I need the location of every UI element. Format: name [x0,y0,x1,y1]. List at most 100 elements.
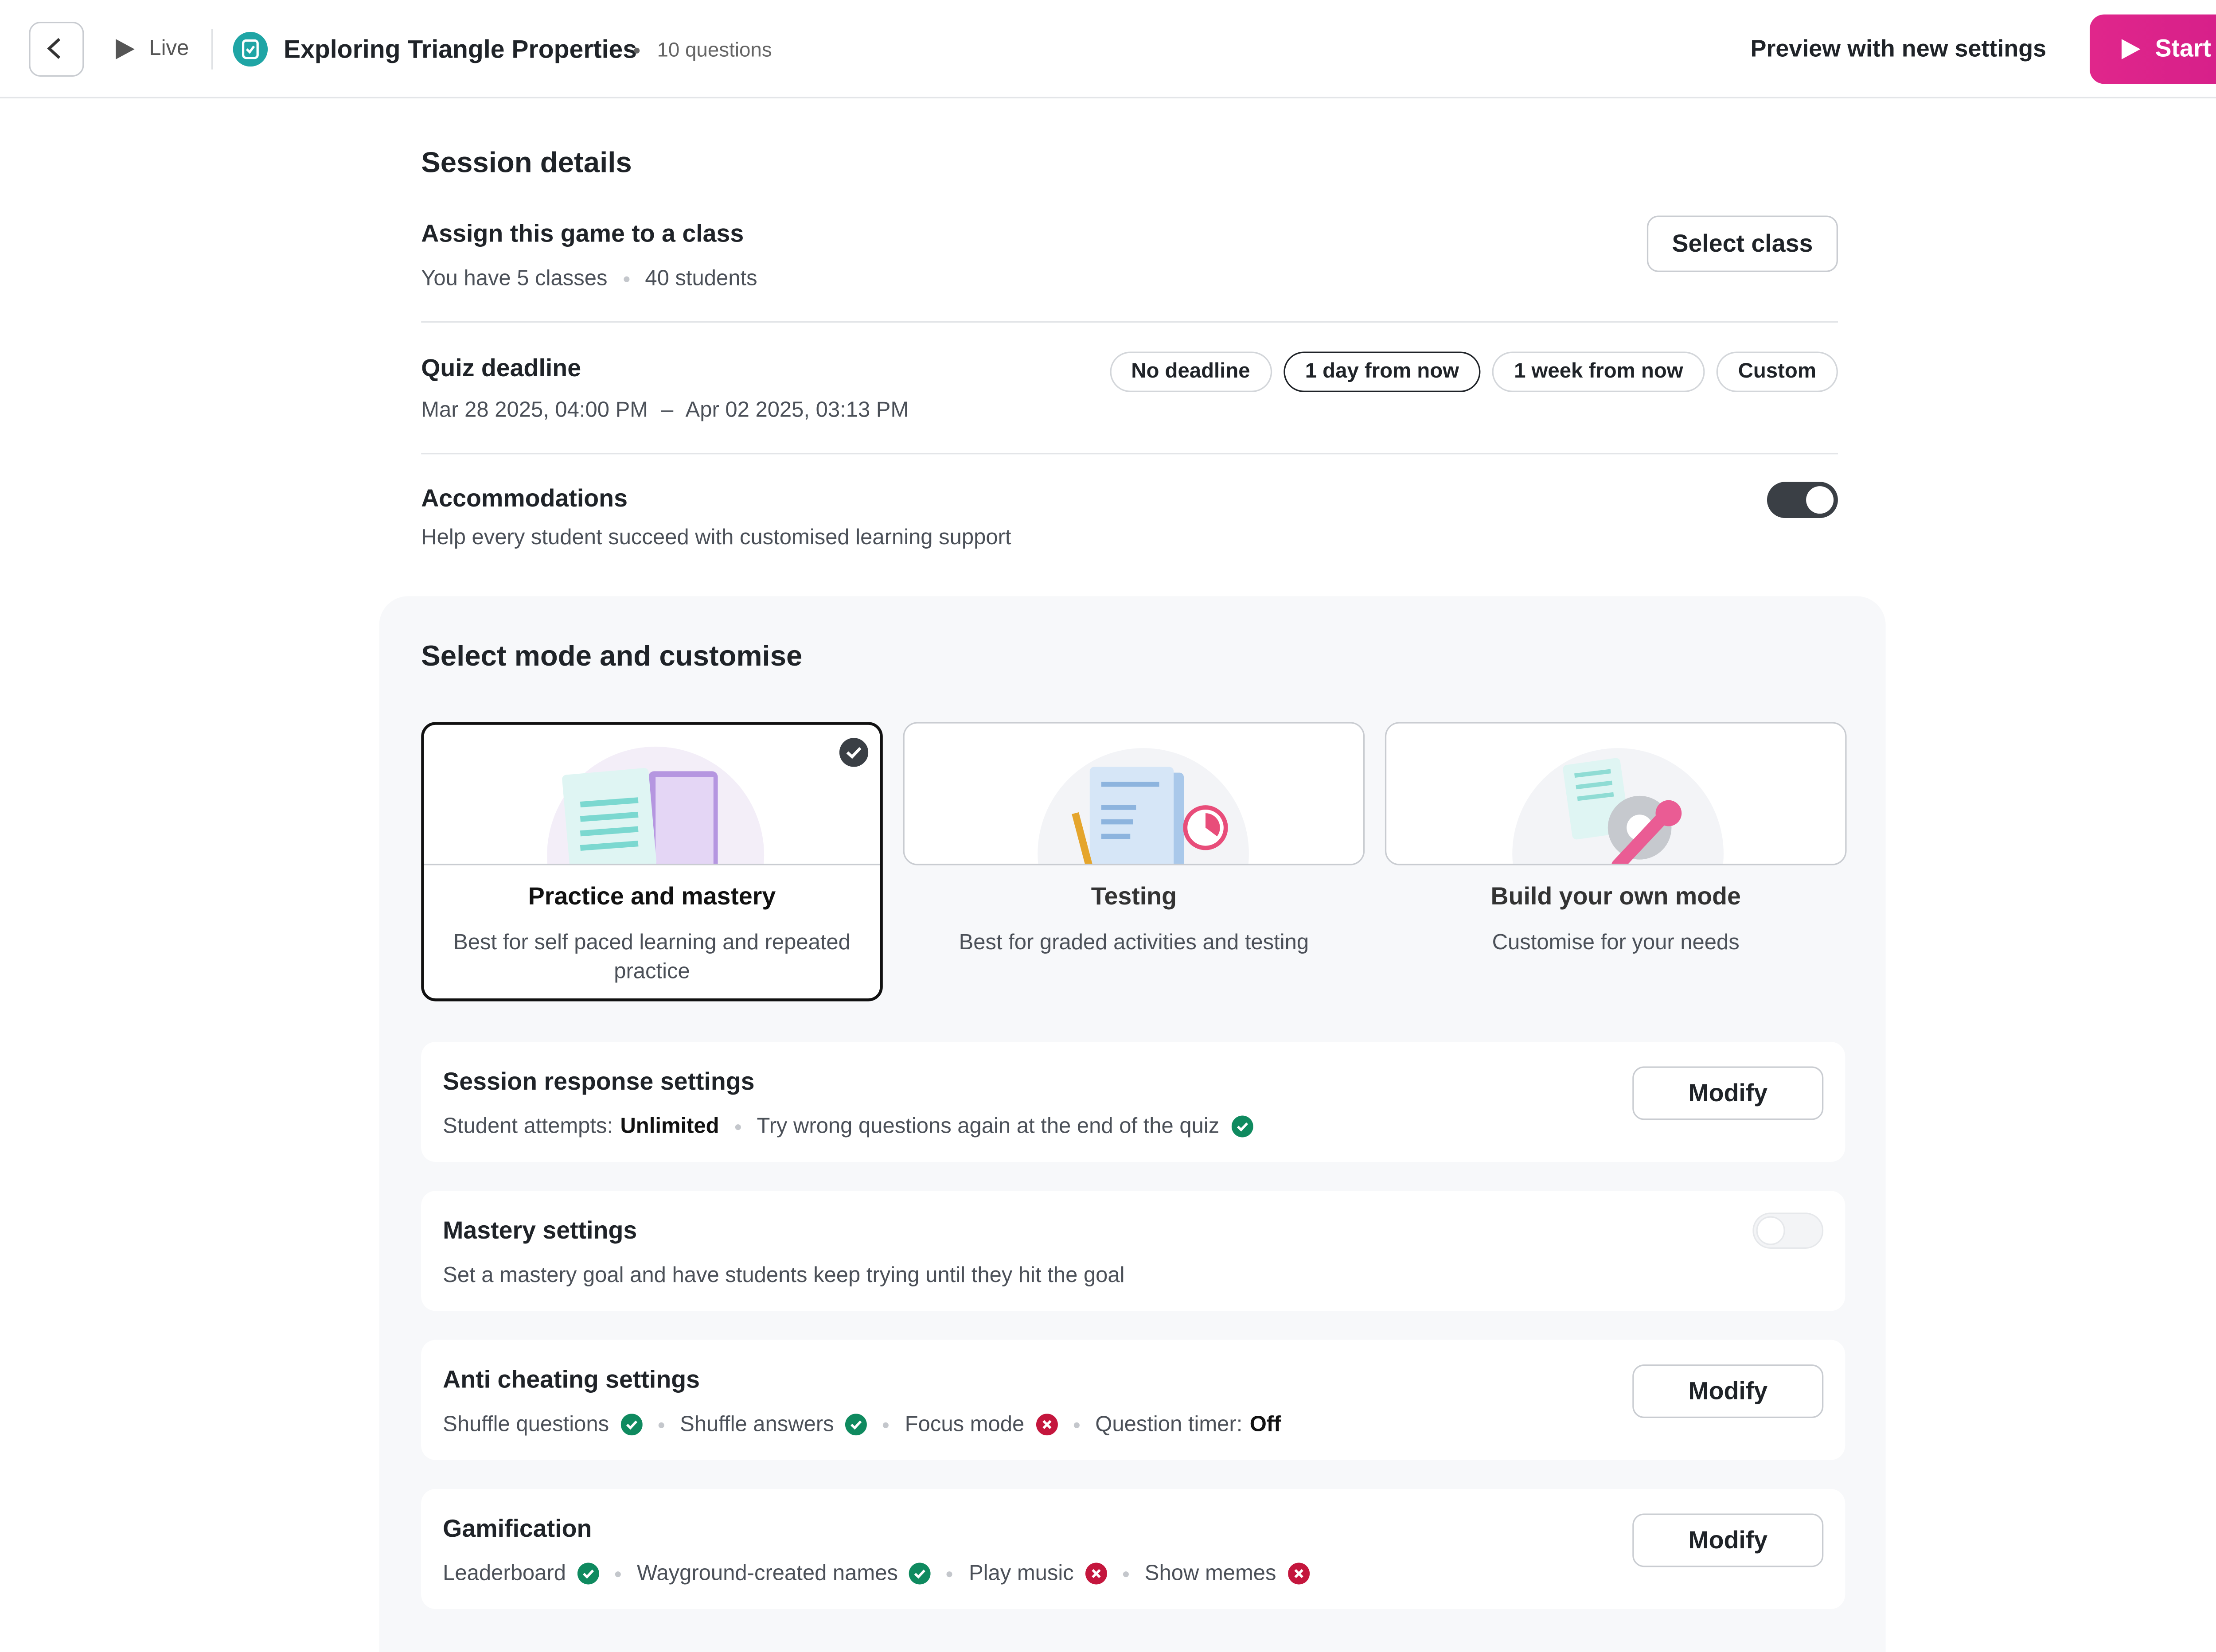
settings-summary: Set a mastery goal and have students kee… [443,1263,1124,1288]
accommodations-title: Accommodations [421,484,628,512]
divider [421,453,1838,455]
assign-title: Assign this game to a class [421,220,744,248]
mode-heading: Select mode and customise [421,641,803,673]
mode-title: Testing [1091,882,1177,910]
settings-card: Session response settings Student attempt… [421,1042,1845,1162]
deadline-title: Quiz deadline [421,355,581,382]
illustration [1038,748,1249,864]
dot [1123,1570,1129,1577]
deadline-option[interactable]: No deadline [1109,351,1272,392]
check-icon [1231,1115,1253,1138]
mode-card[interactable]: Practice and mastery Best for self paced … [421,722,883,1001]
settings-title: Anti cheating settings [443,1366,700,1394]
setting-item: Show memes [1145,1561,1310,1586]
setting-item: Focus mode [905,1412,1058,1437]
mode-title: Practice and mastery [528,882,776,910]
student-count: 40 students [645,266,757,291]
cross-icon [1287,1562,1310,1585]
top-bar [0,0,2216,99]
setting-label: Question timer: [1095,1412,1243,1437]
setting-label: Wayground-created names [636,1561,898,1586]
setting-label: Shuffle questions [443,1412,609,1437]
question-count: 10 questions [657,37,772,61]
deadline-option[interactable]: 1 day from now [1283,351,1481,392]
section-heading: Session details [421,148,632,179]
accommodations-description: Help every student succeed with customis… [421,525,1011,550]
live-icon [116,39,135,59]
settings-summary: Leaderboard Wayground-created names Play m… [443,1561,1310,1586]
cross-icon [1036,1414,1058,1436]
setting-label: Play music [968,1561,1074,1586]
setting-item: Shuffle answers [680,1412,867,1437]
check-icon [577,1562,600,1585]
modify-button[interactable]: Modify [1632,1364,1824,1418]
back-icon [47,38,61,59]
settings-toggle[interactable] [1752,1212,1824,1256]
illustration [1512,748,1724,864]
accommodations-toggle[interactable] [1767,482,1838,525]
mode-illustration [903,722,1365,865]
settings-title: Session response settings [443,1068,755,1095]
dot [615,1570,621,1577]
settings-card: Mastery settings Set a mastery goal and h… [421,1191,1845,1311]
deadline-option[interactable]: 1 week from now [1492,351,1705,392]
check-icon [620,1414,643,1436]
mode-description: Best for self paced learning and repeate… [453,929,851,983]
setting-label: Student attempts: [443,1114,613,1139]
divider [211,29,213,70]
setting-label: Focus mode [905,1412,1025,1437]
settings-card: Anti cheating settings Shuffle questions S… [421,1340,1845,1460]
mode-illustration [424,725,880,865]
mode-title: Build your own mode [1490,882,1741,910]
range-dash: – [661,397,674,423]
selected-check [839,738,869,767]
quiz-title: Exploring Triangle Properties [284,35,637,64]
setting-value: Off [1249,1412,1281,1437]
check-icon [909,1562,932,1585]
select-class-button[interactable]: Select class [1646,215,1838,272]
mode-card[interactable]: Build your own mode Customise for your ne… [1385,722,1847,1001]
settings-title: Mastery settings [443,1217,637,1245]
preview-button[interactable]: Preview with new settings [1750,36,2047,62]
setting-item: Try wrong questions again at the end of … [757,1114,1253,1139]
quiz-icon [233,31,268,67]
class-info: You have 5 classes 40 students [421,266,757,291]
mode-description: Best for graded activities and testing [959,930,1309,955]
start-icon [2122,39,2141,59]
dot [947,1570,953,1577]
deadline-options: No deadline 1 day from now 1 week from now… [1109,351,1838,392]
start-button[interactable]: Start [2090,14,2216,84]
separator [634,47,640,54]
illustration [547,746,765,864]
setting-item: Wayground-created names [636,1561,932,1586]
modify-button[interactable]: Modify [1632,1066,1824,1120]
cross-icon [1085,1562,1107,1585]
mode-card[interactable]: Testing Best for graded activities and te… [903,722,1365,1001]
toggle-off [1752,1212,1824,1249]
setting-value: Unlimited [620,1114,719,1139]
toggle-on [1767,482,1838,518]
dot [658,1422,664,1428]
setting-item: Shuffle questions [443,1412,643,1437]
back-button[interactable] [29,21,84,77]
setting-item: Leaderboard [443,1561,600,1586]
settings-description: Set a mastery goal and have students kee… [443,1263,1125,1288]
deadline-end: Apr 02 2025, 03:13 PM [685,397,909,423]
start-label: Start [2155,35,2211,62]
setting-item: Student attempts: Unlimited [443,1114,719,1139]
settings-card: Gamification Leaderboard Wayground-created… [421,1489,1845,1609]
modify-button[interactable]: Modify [1632,1513,1824,1567]
setting-label: Shuffle answers [680,1412,834,1437]
check-icon [845,1414,867,1436]
setting-label: Try wrong questions again at the end of … [757,1114,1220,1139]
dot [883,1422,889,1428]
deadline-start: Mar 28 2025, 04:00 PM [421,397,648,423]
settings-summary: Student attempts: Unlimited Try wrong ques… [443,1114,1253,1139]
dot [735,1123,741,1130]
setting-item: Question timer: Off [1095,1412,1281,1437]
deadline-option[interactable]: Custom [1716,351,1838,392]
class-count: You have 5 classes [421,266,608,291]
setting-label: Show memes [1144,1561,1276,1586]
settings-summary: Shuffle questions Shuffle answers Focus mo… [443,1412,1281,1437]
